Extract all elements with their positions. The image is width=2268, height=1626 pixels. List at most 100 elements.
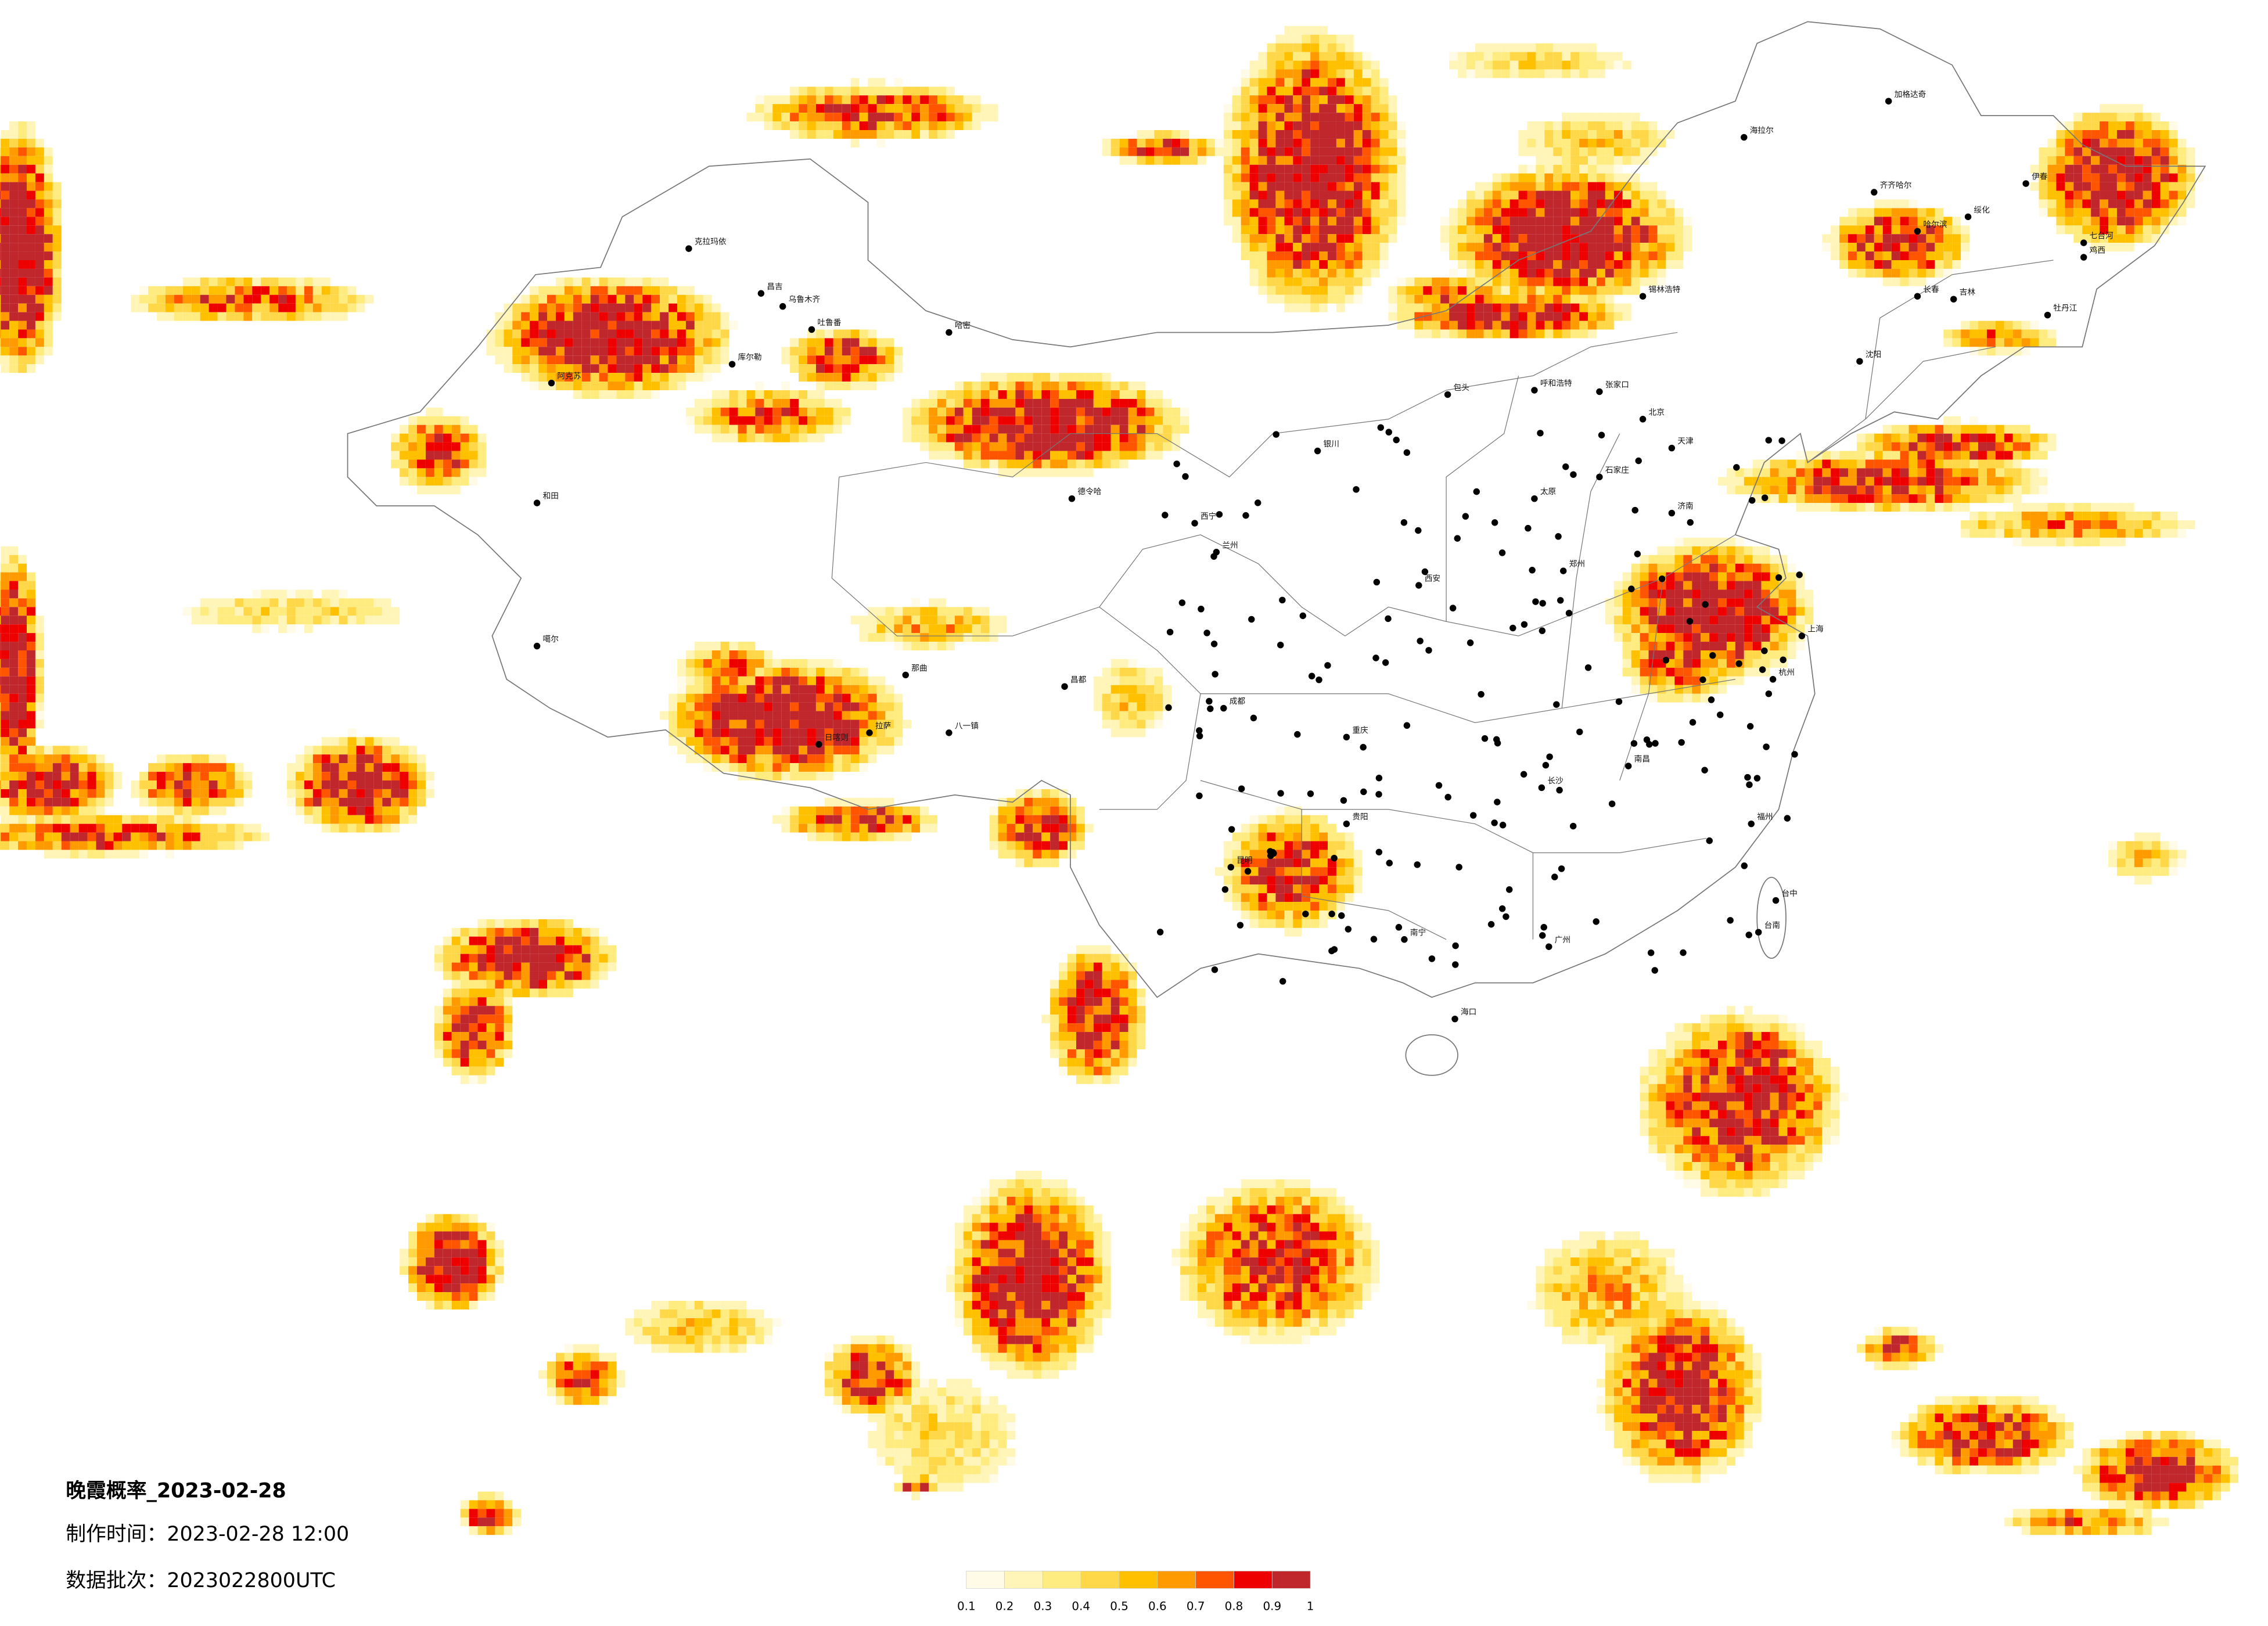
probability-cell [1761, 572, 1770, 581]
probability-cell [1310, 156, 1320, 165]
probability-cell [209, 797, 218, 807]
probability-cell [1666, 607, 1675, 616]
probability-cell [1709, 537, 1719, 546]
probability-cell [1345, 147, 1354, 156]
probability-cell [1475, 182, 1484, 191]
probability-cell [27, 772, 35, 780]
probability-cell [1050, 858, 1059, 868]
probability-cell [1154, 425, 1163, 434]
probability-cell [1518, 260, 1527, 269]
probability-cell [903, 433, 912, 443]
probability-cell [1319, 199, 1328, 208]
probability-cell [1666, 234, 1675, 243]
probability-cell [1917, 503, 1926, 512]
probability-cell [1744, 598, 1753, 607]
probability-cell [1631, 251, 1640, 260]
probability-cell [1223, 190, 1232, 200]
probability-cell [564, 277, 573, 286]
probability-cell [1050, 398, 1059, 408]
probability-cell [859, 720, 868, 729]
probability-cell [182, 841, 192, 850]
probability-cell [885, 797, 894, 807]
probability-cell [1831, 451, 1840, 460]
probability-cell [1232, 902, 1241, 911]
probability-cell [1891, 503, 1900, 512]
probability-cell [1865, 268, 1874, 278]
probability-cell [668, 294, 678, 304]
probability-cell [1466, 225, 1475, 235]
probability-cell [963, 121, 972, 130]
probability-cell [660, 277, 669, 286]
probability-cell [807, 416, 816, 425]
probability-cell [330, 806, 339, 815]
probability-cell [1458, 329, 1467, 339]
probability-cell [1258, 858, 1267, 868]
probability-cell [530, 347, 539, 356]
probability-cell [148, 789, 157, 798]
probability-cell [1674, 225, 1684, 235]
probability-cell [972, 121, 981, 130]
probability-cell [1336, 190, 1345, 200]
probability-cell [564, 927, 573, 937]
probability-cell [400, 815, 409, 824]
probability-cell [44, 277, 53, 286]
probability-cell [1882, 199, 1892, 208]
probability-cell [781, 104, 790, 113]
probability-cell [790, 763, 799, 772]
probability-cell [1319, 303, 1328, 312]
probability-cell [9, 277, 19, 286]
probability-cell [27, 624, 35, 634]
probability-cell [356, 815, 365, 824]
probability-cell [1831, 243, 1840, 252]
probability-cell [1093, 373, 1102, 382]
probability-cell [417, 451, 426, 460]
probability-cell [2134, 113, 2143, 122]
probability-cell [790, 104, 799, 113]
probability-cell [2160, 173, 2169, 182]
probability-cell [1302, 243, 1311, 252]
probability-cell [1015, 841, 1025, 850]
probability-cell [1466, 251, 1475, 260]
probability-cell [1536, 208, 1545, 217]
probability-cell [660, 329, 669, 339]
probability-cell [1293, 911, 1302, 919]
probability-cell [2169, 190, 2178, 200]
probability-cell [1726, 676, 1735, 685]
probability-cell [1935, 234, 1944, 243]
probability-cell [1952, 234, 1961, 243]
probability-cell [694, 347, 703, 356]
probability-cell [1501, 234, 1510, 243]
probability-cell [720, 737, 729, 746]
probability-cell [1319, 234, 1328, 243]
probability-cell [946, 442, 955, 451]
probability-cell [18, 147, 27, 156]
probability-cell [1041, 373, 1051, 382]
probability-cell [425, 772, 434, 780]
probability-cell [1839, 217, 1849, 226]
probability-cell [9, 268, 19, 278]
probability-cell [1275, 138, 1285, 148]
probability-cell [538, 364, 548, 373]
probability-cell [1180, 407, 1189, 416]
probability-cell [946, 425, 955, 434]
probability-cell [2039, 147, 2048, 156]
probability-cell [1926, 268, 1935, 278]
probability-cell [1648, 659, 1658, 668]
probability-cell [1891, 234, 1900, 243]
probability-cell [18, 173, 27, 182]
probability-cell [52, 763, 62, 772]
probability-cell [963, 416, 972, 425]
probability-cell [1171, 407, 1181, 416]
probability-cell [824, 355, 833, 365]
probability-cell [1110, 147, 1120, 156]
probability-cell [1232, 832, 1241, 841]
probability-cell [182, 797, 192, 807]
probability-cell [2177, 147, 2187, 156]
probability-cell [1622, 312, 1631, 321]
probability-cell [1796, 459, 1805, 469]
probability-cell [1744, 477, 1753, 486]
probability-cell [1822, 477, 1831, 486]
probability-cell [1, 841, 10, 850]
probability-cell [1735, 616, 1744, 625]
probability-cell [1336, 893, 1345, 902]
